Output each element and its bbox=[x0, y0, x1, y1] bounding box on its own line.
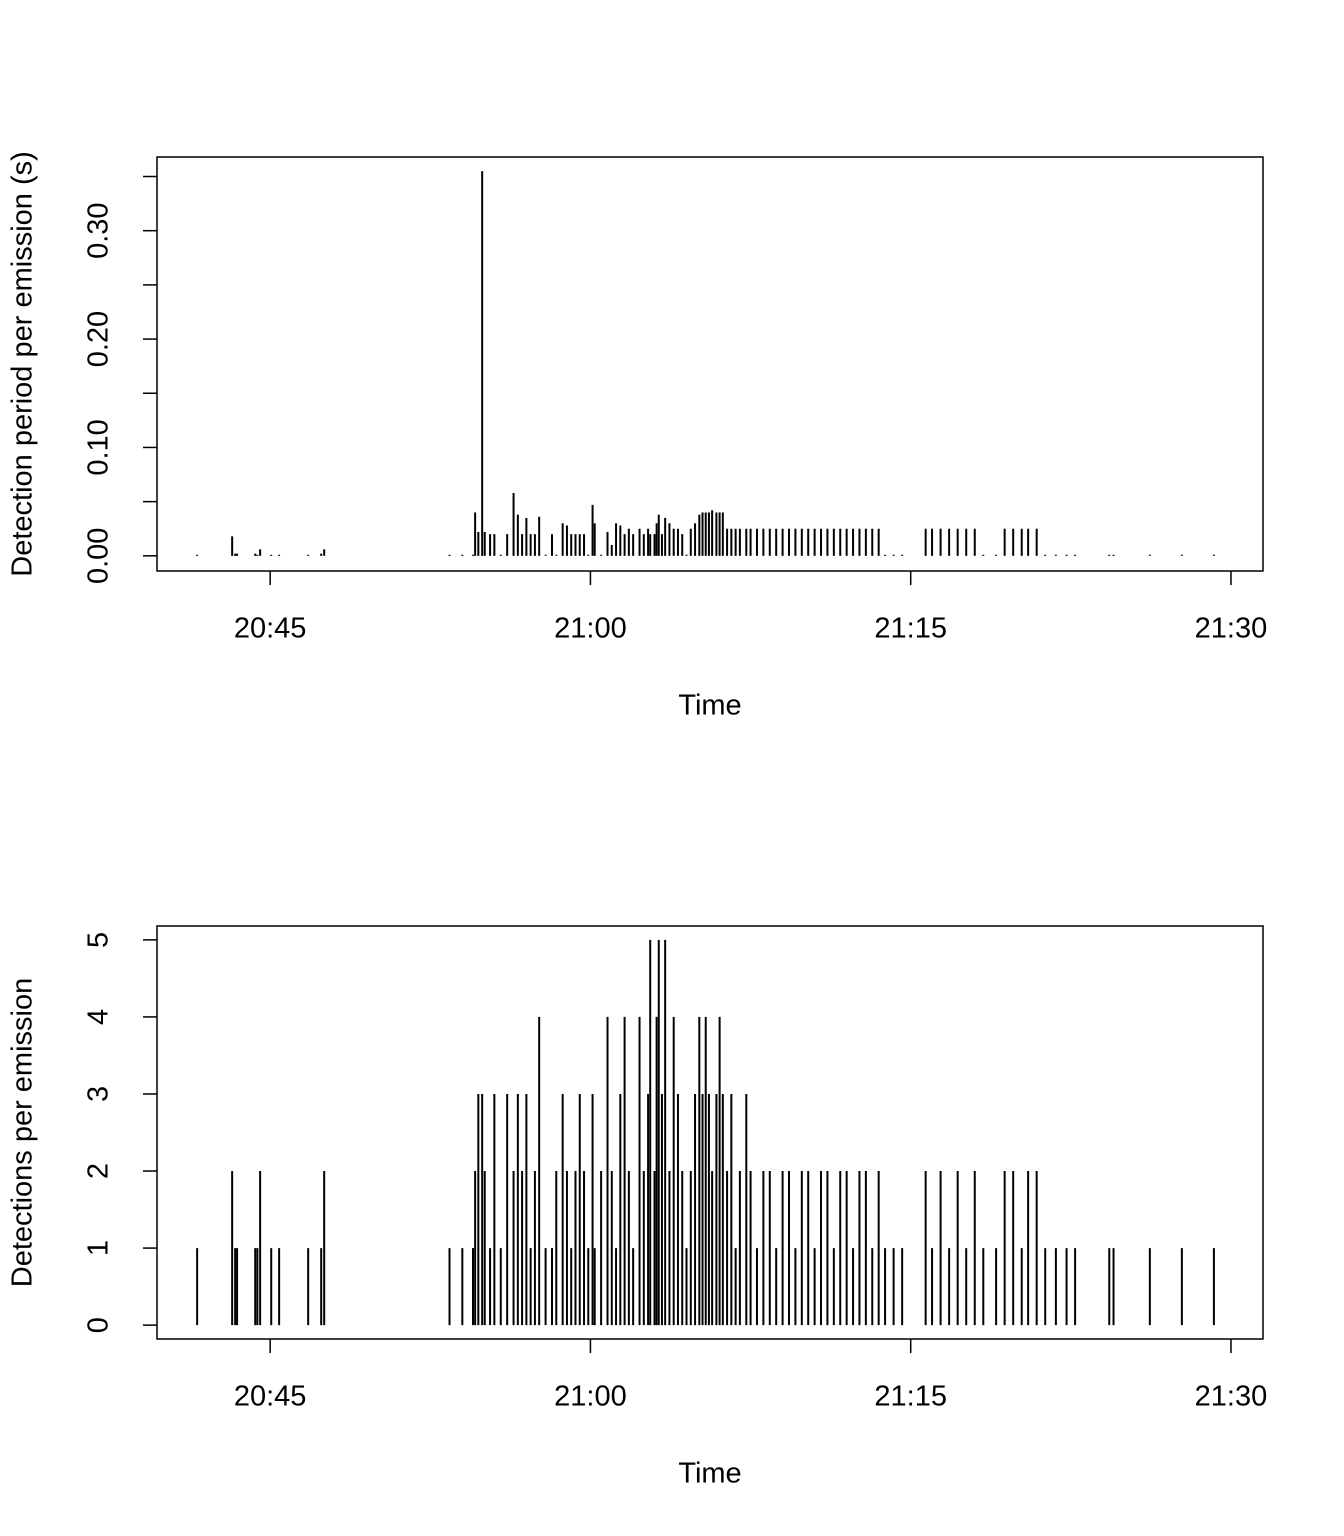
y-tick-label: 0.30 bbox=[83, 202, 115, 258]
y-tick-label: 3 bbox=[83, 1086, 115, 1102]
y-tick-label: 0.10 bbox=[83, 419, 115, 475]
plot-frame bbox=[156, 156, 1264, 572]
x-tick-label: 21:30 bbox=[1195, 613, 1268, 645]
x-tick-label: 21:00 bbox=[554, 613, 627, 645]
y-tick-label: 5 bbox=[83, 932, 115, 948]
x-tick-label: 21:00 bbox=[554, 1381, 627, 1413]
plot-frame bbox=[156, 925, 1264, 1340]
x-tick-label: 21:15 bbox=[874, 1381, 947, 1413]
x-tick-label: 20:45 bbox=[234, 613, 307, 645]
x-axis-label: Time bbox=[678, 690, 741, 722]
x-tick-label: 20:45 bbox=[234, 1381, 307, 1413]
y-tick-label: 2 bbox=[83, 1163, 115, 1179]
x-axis-label: Time bbox=[678, 1458, 741, 1490]
y-tick-label: 0 bbox=[83, 1317, 115, 1333]
y-tick-label: 0.00 bbox=[83, 528, 115, 584]
x-tick-label: 21:15 bbox=[874, 613, 947, 645]
y-tick-label: 4 bbox=[83, 1009, 115, 1025]
y-tick-label: 0.20 bbox=[83, 311, 115, 367]
y-tick-label: 1 bbox=[83, 1240, 115, 1256]
x-tick-label: 21:30 bbox=[1195, 1381, 1268, 1413]
y-axis-label: Detections per emission bbox=[7, 978, 39, 1287]
y-axis-label: Detection period per emission (s) bbox=[7, 151, 39, 577]
